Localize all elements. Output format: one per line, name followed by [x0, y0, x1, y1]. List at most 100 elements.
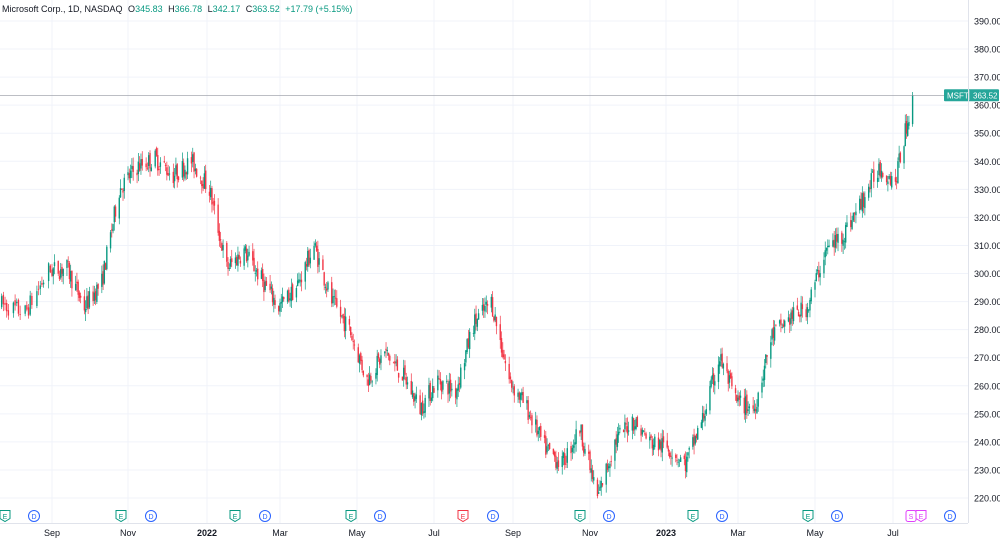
- candle[interactable]: [237, 246, 239, 272]
- candle[interactable]: [499, 315, 501, 349]
- candle[interactable]: [778, 319, 781, 327]
- candle[interactable]: [385, 342, 387, 358]
- candle[interactable]: [39, 280, 41, 296]
- candle[interactable]: [343, 307, 346, 338]
- candle[interactable]: [571, 444, 574, 460]
- candle[interactable]: [526, 396, 528, 410]
- candle[interactable]: [420, 402, 423, 421]
- candle[interactable]: [84, 300, 87, 322]
- candle[interactable]: [290, 278, 293, 308]
- candle[interactable]: [667, 445, 670, 457]
- candle[interactable]: [342, 313, 344, 324]
- candle[interactable]: [283, 296, 285, 302]
- candle[interactable]: [86, 288, 88, 311]
- symbol-title[interactable]: Microsoft Corp., 1D, NASDAQ: [2, 4, 123, 14]
- candle[interactable]: [261, 263, 264, 288]
- candle[interactable]: [245, 244, 248, 263]
- candle[interactable]: [69, 264, 72, 288]
- candle[interactable]: [229, 256, 232, 269]
- candle[interactable]: [527, 395, 529, 424]
- candle[interactable]: [396, 356, 399, 371]
- candle[interactable]: [358, 353, 361, 373]
- candle[interactable]: [288, 287, 290, 303]
- candle[interactable]: [771, 328, 773, 346]
- candle[interactable]: [736, 394, 738, 404]
- candle[interactable]: [31, 292, 33, 309]
- candle[interactable]: [509, 372, 512, 384]
- candle[interactable]: [78, 290, 81, 302]
- candle[interactable]: [67, 256, 69, 268]
- candle[interactable]: [710, 376, 712, 389]
- candle[interactable]: [591, 464, 594, 483]
- candle[interactable]: [247, 248, 249, 268]
- candle[interactable]: [897, 157, 899, 184]
- candle[interactable]: [878, 158, 880, 182]
- candle[interactable]: [693, 428, 695, 455]
- candle[interactable]: [414, 392, 416, 409]
- candle[interactable]: [675, 453, 677, 463]
- candle[interactable]: [712, 367, 715, 393]
- candle[interactable]: [709, 380, 711, 415]
- candle[interactable]: [265, 276, 268, 287]
- candle[interactable]: [546, 438, 548, 455]
- candle[interactable]: [158, 166, 160, 176]
- candle[interactable]: [748, 403, 751, 415]
- candle[interactable]: [701, 405, 704, 431]
- candle[interactable]: [291, 282, 294, 301]
- candle[interactable]: [446, 375, 448, 384]
- candle[interactable]: [711, 367, 714, 385]
- candle[interactable]: [770, 335, 772, 368]
- candle[interactable]: [58, 270, 61, 281]
- candle[interactable]: [201, 180, 203, 194]
- candle[interactable]: [888, 174, 890, 180]
- candle[interactable]: [801, 296, 804, 318]
- candle[interactable]: [429, 380, 431, 406]
- candle[interactable]: [876, 170, 879, 188]
- dividend-marker[interactable]: D: [28, 510, 40, 522]
- candle[interactable]: [657, 432, 660, 457]
- candle[interactable]: [806, 302, 809, 325]
- candle[interactable]: [127, 166, 129, 181]
- candle[interactable]: [852, 212, 855, 223]
- earnings-marker[interactable]: E: [0, 510, 11, 523]
- dividend-marker[interactable]: D: [374, 510, 386, 522]
- candle[interactable]: [800, 295, 802, 323]
- candle[interactable]: [775, 324, 777, 327]
- candle[interactable]: [636, 415, 639, 428]
- candle[interactable]: [113, 205, 115, 231]
- candle[interactable]: [19, 305, 21, 321]
- candle[interactable]: [552, 448, 555, 456]
- candle[interactable]: [327, 280, 329, 293]
- candle[interactable]: [102, 264, 104, 291]
- candle[interactable]: [366, 374, 368, 386]
- candle[interactable]: [819, 265, 821, 286]
- candle[interactable]: [112, 223, 114, 234]
- candle[interactable]: [68, 260, 71, 285]
- candle[interactable]: [415, 386, 418, 403]
- candle[interactable]: [687, 451, 689, 462]
- candle[interactable]: [88, 286, 91, 310]
- candle[interactable]: [150, 163, 153, 172]
- candle[interactable]: [454, 380, 457, 405]
- candle[interactable]: [654, 433, 656, 450]
- candle[interactable]: [472, 325, 475, 337]
- candle[interactable]: [254, 265, 256, 282]
- candle[interactable]: [787, 310, 790, 323]
- candle[interactable]: [87, 291, 89, 314]
- candle[interactable]: [846, 215, 848, 228]
- candle[interactable]: [660, 433, 662, 458]
- candle[interactable]: [136, 169, 138, 184]
- candle[interactable]: [155, 146, 158, 157]
- candle[interactable]: [684, 451, 687, 479]
- candle[interactable]: [397, 372, 400, 383]
- candle[interactable]: [780, 313, 782, 333]
- candle[interactable]: [726, 356, 728, 374]
- candle[interactable]: [61, 263, 63, 282]
- candle[interactable]: [588, 444, 590, 461]
- candle[interactable]: [529, 410, 532, 421]
- candle[interactable]: [380, 349, 382, 371]
- candle[interactable]: [652, 438, 655, 456]
- candle[interactable]: [531, 412, 533, 434]
